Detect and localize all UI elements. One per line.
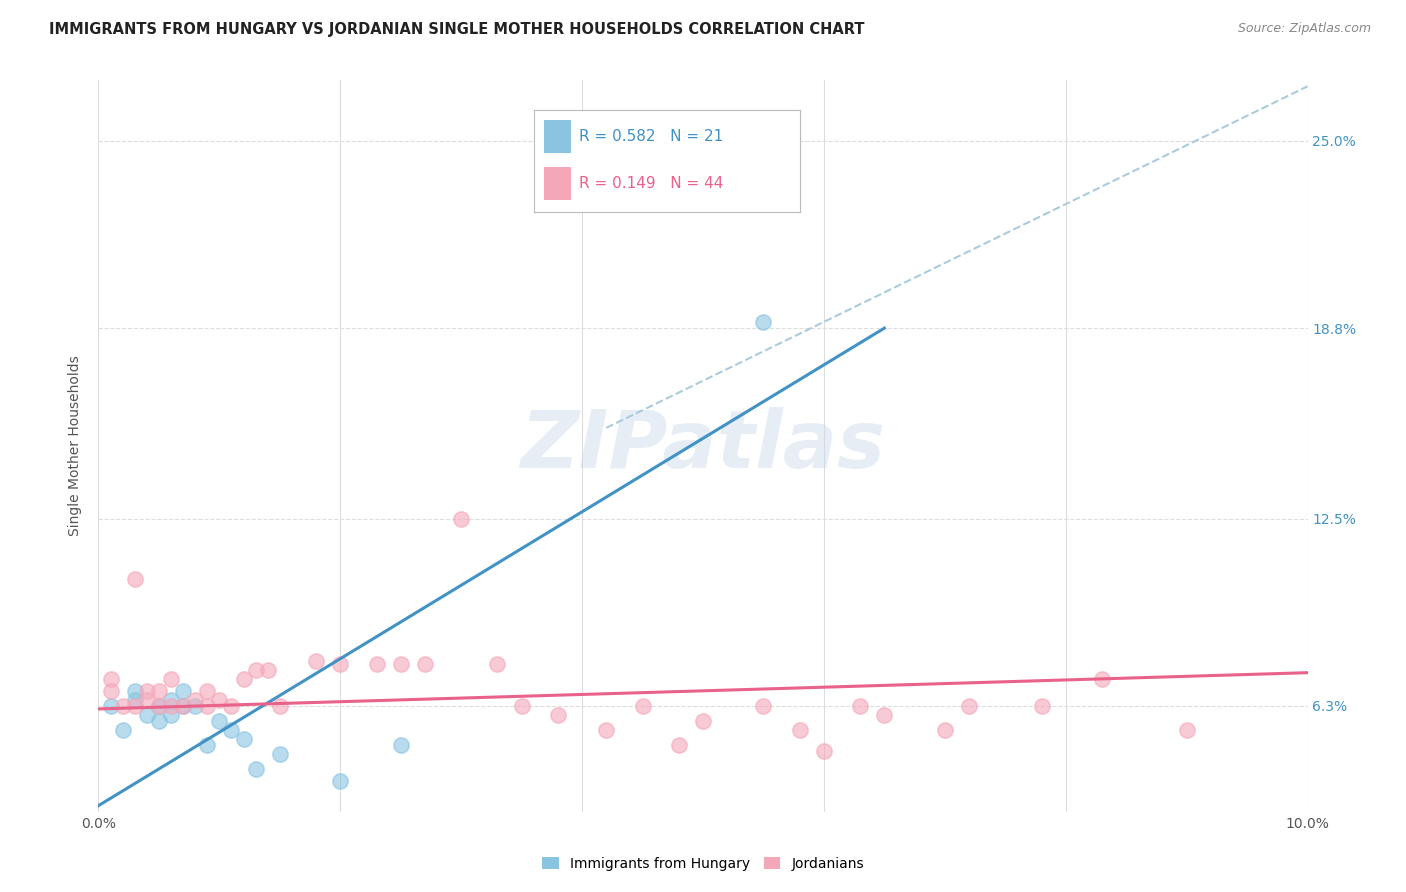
Y-axis label: Single Mother Households: Single Mother Households: [69, 356, 83, 536]
Bar: [544, 167, 571, 200]
Point: [184, 698, 207, 713]
Legend: Immigrants from Hungary, Jordanians: Immigrants from Hungary, Jordanians: [541, 856, 865, 871]
Text: IMMIGRANTS FROM HUNGARY VS JORDANIAN SINGLE MOTHER HOUSEHOLDS CORRELATION CHART: IMMIGRANTS FROM HUNGARY VS JORDANIAN SIN…: [49, 22, 865, 37]
Point: [752, 315, 775, 329]
Point: [160, 698, 183, 713]
Point: [135, 708, 157, 723]
Point: [148, 714, 170, 728]
Point: [124, 693, 146, 707]
Point: [1175, 723, 1198, 738]
Point: [389, 738, 412, 752]
Point: [1091, 672, 1114, 686]
Point: [135, 683, 157, 698]
Point: [245, 663, 267, 677]
Text: Source: ZipAtlas.com: Source: ZipAtlas.com: [1237, 22, 1371, 36]
Point: [208, 693, 231, 707]
Point: [100, 683, 122, 698]
Bar: [544, 120, 571, 153]
Point: [305, 654, 328, 668]
Point: [195, 683, 218, 698]
Point: [595, 723, 617, 738]
Point: [813, 744, 835, 758]
Point: [389, 657, 412, 671]
Point: [269, 698, 291, 713]
Point: [752, 698, 775, 713]
Point: [195, 698, 218, 713]
Point: [221, 698, 243, 713]
Point: [124, 572, 146, 586]
Point: [124, 698, 146, 713]
Point: [208, 714, 231, 728]
Point: [160, 708, 183, 723]
Point: [100, 672, 122, 686]
Point: [269, 747, 291, 762]
Point: [256, 663, 278, 677]
Point: [148, 698, 170, 713]
Point: [1031, 698, 1053, 713]
Point: [135, 693, 157, 707]
Point: [172, 698, 194, 713]
Text: R = 0.582   N = 21: R = 0.582 N = 21: [579, 128, 723, 144]
Point: [631, 698, 654, 713]
Point: [668, 738, 690, 752]
Point: [329, 774, 352, 789]
Point: [413, 657, 436, 671]
Point: [547, 708, 569, 723]
Point: [934, 723, 956, 738]
Point: [184, 693, 207, 707]
Point: [789, 723, 811, 738]
Point: [245, 763, 267, 777]
Point: [366, 657, 388, 671]
Point: [486, 657, 509, 671]
Point: [232, 672, 254, 686]
Point: [873, 708, 896, 723]
Point: [172, 698, 194, 713]
Point: [510, 698, 533, 713]
Point: [692, 714, 714, 728]
Point: [160, 693, 183, 707]
Text: ZIPatlas: ZIPatlas: [520, 407, 886, 485]
Point: [957, 698, 980, 713]
Point: [232, 732, 254, 747]
Point: [195, 738, 218, 752]
Point: [148, 683, 170, 698]
Point: [160, 672, 183, 686]
Point: [111, 723, 134, 738]
Text: R = 0.149   N = 44: R = 0.149 N = 44: [579, 176, 723, 191]
Point: [111, 698, 134, 713]
Point: [124, 683, 146, 698]
Point: [450, 511, 472, 525]
Point: [221, 723, 243, 738]
Point: [100, 698, 122, 713]
Point: [148, 698, 170, 713]
Point: [849, 698, 872, 713]
Point: [172, 683, 194, 698]
Point: [329, 657, 352, 671]
